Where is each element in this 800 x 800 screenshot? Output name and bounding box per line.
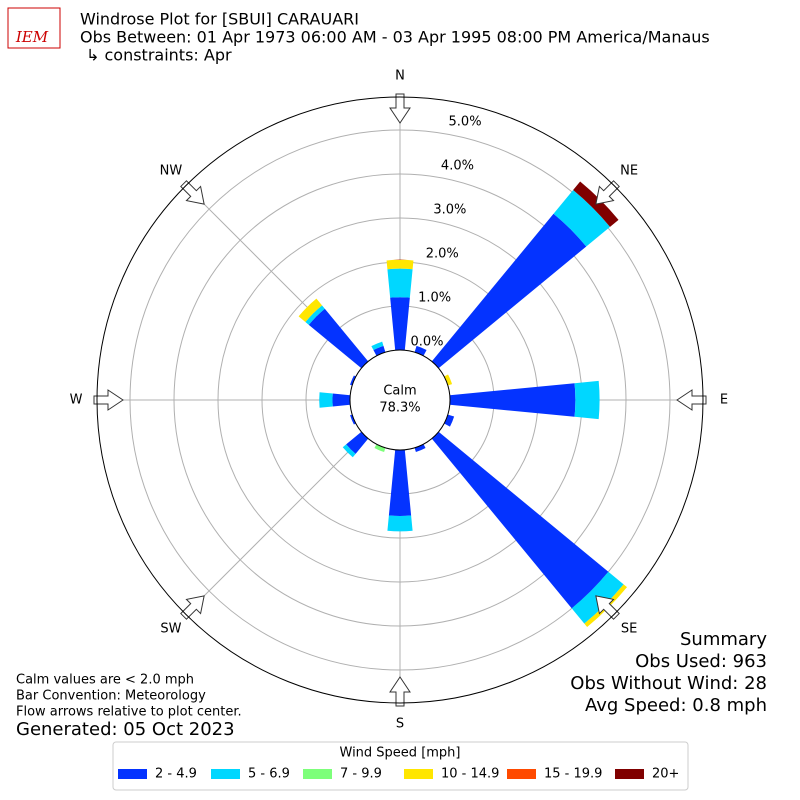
legend-box <box>112 741 689 791</box>
summary: Summary <box>680 629 767 650</box>
flow-arrow <box>93 389 124 411</box>
logo: IEM <box>15 28 49 46</box>
chart-title: Windrose Plot for [SBUI] CARAUARI <box>80 10 359 29</box>
wedge <box>414 345 427 356</box>
legend-title: Wind Speed [mph] <box>340 746 461 761</box>
outer-ring <box>96 96 704 704</box>
wedge <box>298 298 323 323</box>
wedge <box>350 414 356 425</box>
r-tick-label: 3.0% <box>433 203 466 218</box>
wedge <box>350 375 356 386</box>
wedge <box>444 374 453 386</box>
direction-label: E <box>720 393 728 408</box>
constraints: ↳ constraints: Apr <box>86 46 232 65</box>
flow-arrow <box>676 389 707 411</box>
direction-label: SW <box>160 622 181 637</box>
wedge <box>346 431 369 454</box>
direction-label: NW <box>160 163 183 178</box>
legend-swatch <box>303 769 332 779</box>
legend-swatch <box>615 769 644 779</box>
wedge <box>390 297 410 351</box>
wedge <box>444 414 455 427</box>
legend-swatch <box>118 769 147 779</box>
wedge <box>342 444 356 458</box>
wedge <box>553 189 611 247</box>
summary: Avg Speed: 0.8 mph <box>585 695 767 716</box>
direction-label: S <box>396 717 404 732</box>
flow-arrow <box>595 595 620 620</box>
flow-arrow <box>389 676 411 707</box>
direction-label: N <box>395 69 405 84</box>
wedge <box>386 259 414 270</box>
wedge <box>574 380 600 420</box>
note: Flow arrows relative to plot center. <box>16 705 242 720</box>
logo-box <box>7 7 61 49</box>
r-tick-label: 4.0% <box>441 159 474 174</box>
wedge <box>387 268 413 298</box>
legend-label: 5 - 6.9 <box>248 767 290 782</box>
flow-arrow <box>389 93 411 124</box>
r-tick-label: 2.0% <box>426 247 459 262</box>
legend-label: 7 - 9.9 <box>340 767 382 782</box>
wedge <box>387 515 413 532</box>
wedge <box>431 213 587 369</box>
wedge <box>305 305 325 325</box>
r-tick-label: 0.0% <box>410 335 443 350</box>
flow-arrow <box>595 180 620 205</box>
calm-circle <box>349 349 451 451</box>
generated: Generated: 05 Oct 2023 <box>16 719 235 740</box>
flow-arrow <box>180 180 205 205</box>
wedge <box>388 449 412 516</box>
legend-swatch <box>404 769 433 779</box>
calm-label: Calm <box>383 384 416 399</box>
direction-label: W <box>70 393 83 408</box>
legend-label: 15 - 19.9 <box>544 767 602 782</box>
wedge <box>308 308 369 369</box>
legend-swatch <box>211 769 240 779</box>
wedge <box>414 444 426 453</box>
grid-ring <box>129 129 671 671</box>
calm-value: 78.3% <box>379 401 420 416</box>
wedge <box>319 392 333 408</box>
wedge <box>431 431 609 609</box>
wedge <box>371 341 384 351</box>
flow-arrow <box>180 595 205 620</box>
wedge <box>374 444 386 453</box>
legend-label: 2 - 4.9 <box>155 767 197 782</box>
note: Bar Convention: Meteorology <box>16 689 206 704</box>
wedge <box>449 383 576 417</box>
r-tick-label: 1.0% <box>418 291 451 306</box>
summary: Obs Used: 963 <box>635 651 767 672</box>
legend-swatch <box>507 769 536 779</box>
r-tick-label: 5.0% <box>449 115 482 130</box>
legend-label: 10 - 14.9 <box>441 767 499 782</box>
summary: Obs Without Wind: 28 <box>570 673 767 694</box>
wedge <box>373 345 386 356</box>
wedge <box>332 393 351 407</box>
legend-label: 20+ <box>652 767 679 782</box>
grid-ring <box>173 173 627 627</box>
note: Calm values are < 2.0 mph <box>16 673 194 688</box>
direction-label: SE <box>621 622 637 637</box>
chart-subtitle: Obs Between: 01 Apr 1973 06:00 AM - 03 A… <box>80 28 710 47</box>
spoke <box>185 435 365 615</box>
direction-label: NE <box>620 163 638 178</box>
